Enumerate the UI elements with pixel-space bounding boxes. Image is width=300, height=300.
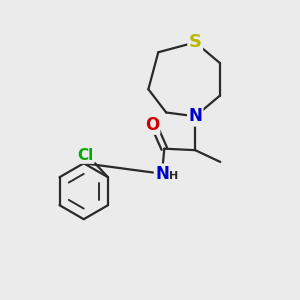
Text: N: N [155,165,169,183]
Text: H: H [169,171,178,181]
Text: Cl: Cl [77,148,93,163]
Text: N: N [188,107,202,125]
Text: O: O [145,116,159,134]
Text: S: S [189,33,202,51]
